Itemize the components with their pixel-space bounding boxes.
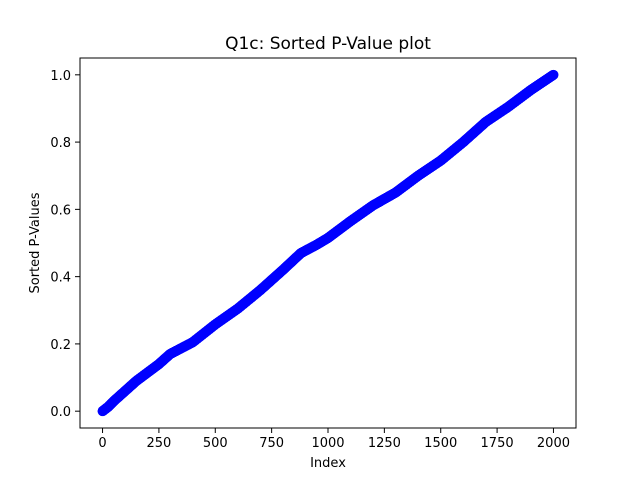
y-tick-label: 0.0 — [50, 405, 71, 420]
x-tick-label: 1250 — [368, 436, 401, 451]
x-tick-label: 750 — [259, 436, 284, 451]
x-axis-ticks: 0 250 500 750 1000 1250 1500 1750 2000 — [98, 428, 570, 451]
x-tick-label: 1500 — [424, 436, 457, 451]
y-tick-label: 0.4 — [50, 271, 71, 286]
x-tick-label: 1750 — [481, 436, 514, 451]
x-tick-label: 250 — [146, 436, 171, 451]
x-axis-label: Index — [310, 456, 346, 471]
x-tick-label: 0 — [98, 436, 106, 451]
data-points — [97, 69, 559, 417]
y-tick-label: 1.0 — [50, 69, 71, 84]
y-axis-ticks: 0.0 0.2 0.4 0.6 0.8 1.0 — [50, 69, 80, 420]
y-tick-label: 0.6 — [50, 203, 71, 218]
y-tick-label: 0.2 — [50, 338, 71, 353]
y-axis-label: Sorted P-Values — [28, 192, 43, 293]
chart-title: Q1c: Sorted P-Value plot — [225, 34, 431, 54]
x-tick-label: 1000 — [311, 436, 344, 451]
data-point — [548, 69, 559, 80]
x-tick-label: 2000 — [537, 436, 570, 451]
y-tick-label: 0.8 — [50, 136, 71, 151]
x-tick-label: 500 — [203, 436, 228, 451]
